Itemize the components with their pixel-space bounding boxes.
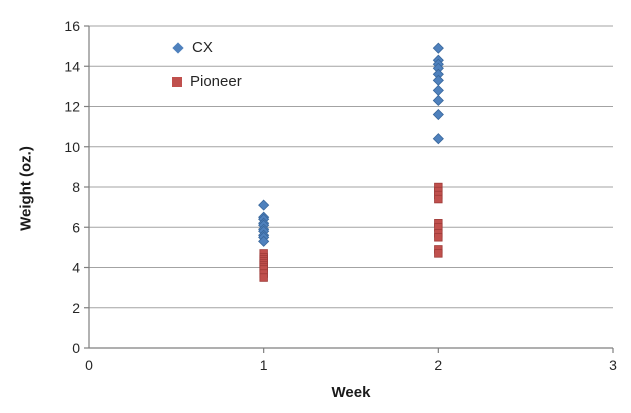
data-point-cx (432, 108, 444, 121)
y-axis-title: Weight (oz.) (17, 146, 35, 231)
legend-item-pioneer: Pioneer (172, 72, 242, 92)
y-tick-label-10: 10 (64, 139, 80, 155)
x-tick-label-0: 0 (85, 357, 93, 373)
data-point-cx (432, 84, 444, 96)
pioneer-square-marker-icon (172, 77, 182, 87)
y-tick-label-14: 14 (64, 58, 80, 74)
y-tick-label-4: 4 (72, 260, 80, 276)
x-axis-title: Week (331, 384, 371, 401)
x-tick-label-2: 2 (434, 357, 442, 373)
y-tick-label-16: 16 (64, 18, 80, 34)
x-tick-label-3: 3 (609, 357, 617, 373)
data-point-pioneer (259, 273, 268, 282)
data-point-pioneer (434, 194, 443, 204)
data-point-cx (432, 133, 444, 145)
data-point-cx (432, 74, 444, 86)
data-point-cx (432, 42, 444, 54)
data-point-cx (258, 199, 270, 211)
data-point-pioneer (434, 233, 443, 242)
y-tick-label-6: 6 (72, 219, 80, 235)
x-tick-label-1: 1 (260, 357, 268, 373)
legend-item-cx: CX (172, 38, 242, 58)
y-tick-label-8: 8 (72, 179, 80, 195)
data-point-cx (432, 94, 444, 107)
y-tick-label-0: 0 (72, 340, 80, 356)
legend-label-cx: CX (192, 39, 213, 56)
legend: CX Pioneer (172, 38, 242, 92)
data-point-pioneer (434, 249, 443, 258)
y-tick-label-12: 12 (64, 99, 80, 115)
cx-diamond-marker-icon (172, 42, 184, 54)
legend-label-pioneer: Pioneer (190, 73, 242, 90)
y-tick-label-2: 2 (72, 300, 80, 316)
data-point-cx (258, 235, 270, 247)
